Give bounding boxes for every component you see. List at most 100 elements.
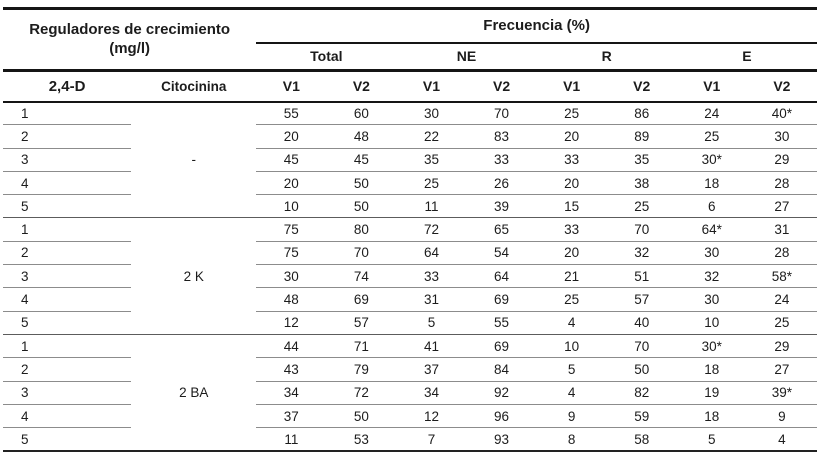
value-cell: 75 xyxy=(256,217,327,242)
value-cell: 58* xyxy=(746,264,817,289)
value-cell: 65 xyxy=(466,217,537,242)
value-cell: 32 xyxy=(606,241,677,266)
value-cell: 60 xyxy=(326,101,397,126)
value-cell: 25 xyxy=(606,194,677,219)
value-cell: 34 xyxy=(256,381,327,405)
value-cell: 33 xyxy=(536,217,607,242)
value-cell: 33 xyxy=(536,148,607,172)
table-row: 3 45 45 35 33 33 35 30* 29 xyxy=(3,148,817,172)
value-cell: 30 xyxy=(676,287,747,312)
row-number-cell: 3 xyxy=(3,264,132,289)
value-cell: 32 xyxy=(676,264,747,289)
value-cell: 20 xyxy=(536,124,607,149)
value-cell: 70 xyxy=(466,101,537,126)
value-cell: 64* xyxy=(676,217,747,242)
value-cell: 30 xyxy=(256,264,327,289)
value-cell: 69 xyxy=(466,334,537,359)
value-cell: 82 xyxy=(606,381,677,405)
table-row: 1-55 60 30 70 25 86 24 40* xyxy=(3,101,817,219)
value-cell: 96 xyxy=(466,404,537,429)
value-cell: 72 xyxy=(326,381,397,405)
value-cell: 79 xyxy=(326,357,397,382)
value-cell: 7 xyxy=(396,427,467,452)
table-header: Reguladores de crecimiento (mg/l) Frecue… xyxy=(3,7,817,103)
value-cell: 70 xyxy=(606,217,677,242)
value-cell: 19 xyxy=(676,381,747,405)
value-cell: 35 xyxy=(396,148,467,172)
value-cell: 70 xyxy=(326,241,397,266)
value-cell: 33 xyxy=(466,148,537,172)
row-number-cell: 3 xyxy=(3,381,132,405)
value-cell: 37 xyxy=(256,404,327,429)
value-cell: 39* xyxy=(746,381,817,405)
column-header-v: V2 xyxy=(466,70,537,103)
row-number-cell: 4 xyxy=(3,287,132,312)
value-cell: 70 xyxy=(606,334,677,359)
value-cell: 18 xyxy=(676,171,747,196)
table-body: 1-55 60 30 70 25 86 24 40* 2 20 48 22 83 20 89 25 30 3 45 4… xyxy=(3,101,817,452)
value-cell: 51 xyxy=(606,264,677,289)
value-cell: 69 xyxy=(466,287,537,312)
value-cell: 30* xyxy=(676,334,747,359)
value-cell: 34 xyxy=(396,381,467,405)
value-cell: 50 xyxy=(326,194,397,219)
value-cell: 10 xyxy=(536,334,607,359)
subgroup-header-r: R xyxy=(536,42,677,72)
column-header-v: V1 xyxy=(396,70,467,103)
column-header-v: V2 xyxy=(326,70,397,103)
value-cell: 30 xyxy=(746,124,817,149)
table-row: 2 75 70 64 54 20 32 30 28 xyxy=(3,241,817,266)
value-cell: 25 xyxy=(536,101,607,126)
table-row: 3 30 74 33 64 21 51 32 58* xyxy=(3,264,817,289)
table-row: 3 34 72 34 92 4 82 19 39* xyxy=(3,381,817,405)
value-cell: 58 xyxy=(606,427,677,452)
subgroup-header-total: Total xyxy=(256,42,397,72)
value-cell: 4 xyxy=(536,311,607,335)
value-cell: 45 xyxy=(326,148,397,172)
row-number-cell: 5 xyxy=(3,427,132,452)
table-row: 4 48 69 31 69 25 57 30 24 xyxy=(3,287,817,312)
frequency-header: Frecuencia (%) xyxy=(256,7,817,44)
column-header-v: V2 xyxy=(746,70,817,103)
subgroup-header-e: E xyxy=(676,42,817,72)
value-cell: 93 xyxy=(466,427,537,452)
value-cell: 75 xyxy=(256,241,327,266)
value-cell: 4 xyxy=(746,427,817,452)
row-number-cell: 2 xyxy=(3,357,132,382)
column-header-v: V1 xyxy=(676,70,747,103)
column-header-24d: 2,4-D xyxy=(3,70,132,103)
value-cell: 48 xyxy=(326,124,397,149)
value-cell: 59 xyxy=(606,404,677,429)
value-cell: 29 xyxy=(746,148,817,172)
value-cell: 43 xyxy=(256,357,327,382)
value-cell: 74 xyxy=(326,264,397,289)
value-cell: 11 xyxy=(396,194,467,219)
value-cell: 6 xyxy=(676,194,747,219)
value-cell: 41 xyxy=(396,334,467,359)
value-cell: 25 xyxy=(536,287,607,312)
table-row: 5 10 50 11 39 15 25 6 27 xyxy=(3,194,817,219)
row-number-cell: 1 xyxy=(3,101,132,126)
growth-regulators-title: Reguladores de crecimiento xyxy=(29,20,231,38)
value-cell: 39 xyxy=(466,194,537,219)
value-cell: 53 xyxy=(326,427,397,452)
row-number-cell: 1 xyxy=(3,217,132,242)
row-number-cell: 2 xyxy=(3,124,132,149)
row-number-cell: 1 xyxy=(3,334,132,359)
value-cell: 29 xyxy=(746,334,817,359)
growth-regulators-header: Reguladores de crecimiento (mg/l) xyxy=(3,7,257,72)
value-cell: 26 xyxy=(466,171,537,196)
value-cell: 10 xyxy=(676,311,747,335)
value-cell: 72 xyxy=(396,217,467,242)
value-cell: 57 xyxy=(326,311,397,335)
value-cell: 4 xyxy=(536,381,607,405)
value-cell: 20 xyxy=(536,171,607,196)
value-cell: 20 xyxy=(256,171,327,196)
value-cell: 38 xyxy=(606,171,677,196)
value-cell: 5 xyxy=(536,357,607,382)
value-cell: 27 xyxy=(746,194,817,219)
row-number-cell: 3 xyxy=(3,148,132,172)
value-cell: 69 xyxy=(326,287,397,312)
